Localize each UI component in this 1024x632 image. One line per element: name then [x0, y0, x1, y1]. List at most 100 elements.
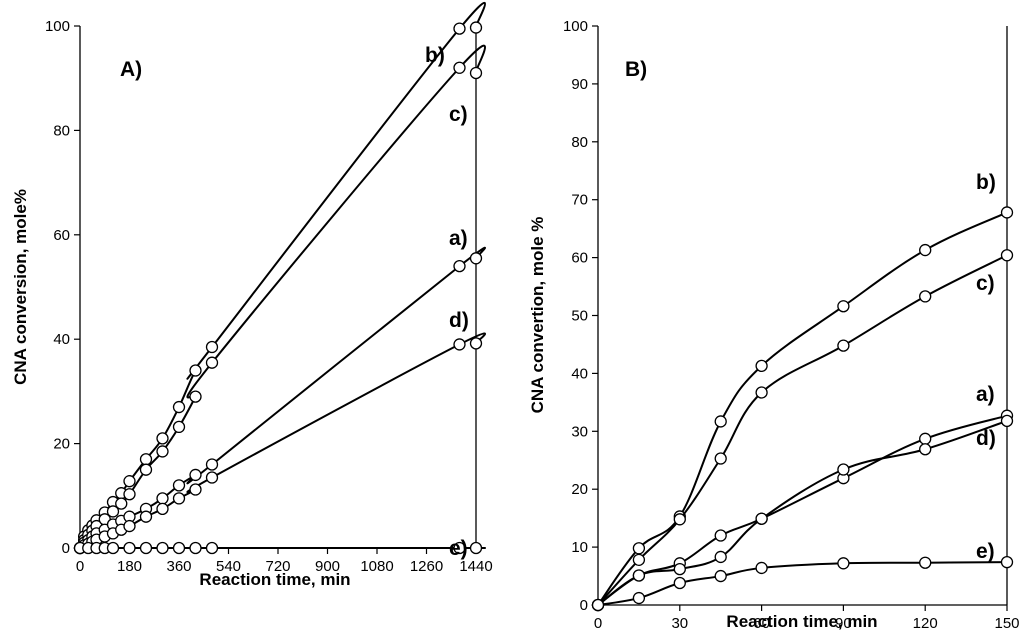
series-label: b) — [976, 171, 996, 194]
data-point — [156, 492, 169, 505]
y-axis-title: CNA convertion, mole % — [528, 217, 547, 414]
series-line — [597, 414, 1008, 606]
x-tick-label: 720 — [265, 558, 290, 575]
x-tick-label: 120 — [913, 615, 938, 632]
y-tick-label: 80 — [53, 122, 70, 139]
y-tick-label: 80 — [571, 134, 588, 151]
series-label: b) — [425, 44, 445, 67]
data-point — [1000, 249, 1014, 262]
data-point — [172, 492, 186, 505]
data-point — [837, 339, 850, 352]
x-tick-label: 150 — [994, 615, 1019, 632]
data-point — [139, 541, 153, 555]
data-point — [837, 557, 850, 570]
data-point — [469, 66, 483, 80]
data-point — [919, 443, 932, 456]
y-tick-label: 0 — [580, 597, 588, 614]
data-point — [156, 541, 169, 555]
data-point — [453, 338, 466, 351]
panel-label: A) — [120, 58, 142, 81]
series-line — [597, 254, 1008, 606]
data-point — [172, 541, 186, 555]
y-tick-label: 100 — [45, 18, 70, 35]
data-point — [591, 598, 605, 612]
data-point — [115, 497, 128, 510]
data-point — [837, 300, 850, 313]
data-point — [205, 356, 219, 369]
series-label: d) — [976, 427, 996, 450]
x-tick-label: 0 — [76, 558, 84, 575]
series-c: c) — [591, 249, 1014, 612]
data-point — [189, 364, 202, 377]
data-point — [632, 569, 646, 582]
series-label: e) — [976, 540, 995, 563]
data-point — [469, 337, 483, 350]
y-tick-label: 40 — [571, 365, 588, 382]
x-axis-title: Reaction time, min — [199, 570, 350, 589]
x-tick-label: 90 — [835, 615, 852, 632]
x-tick-label: 1260 — [410, 558, 443, 575]
data-point — [123, 519, 136, 533]
data-point — [714, 452, 727, 465]
data-point — [469, 541, 483, 555]
x-tick-label: 0 — [594, 615, 602, 632]
x-tick-label: 900 — [315, 558, 340, 575]
data-point — [156, 502, 169, 516]
data-point — [714, 550, 727, 564]
data-point — [139, 453, 153, 466]
x-tick-label: 60 — [753, 615, 770, 632]
data-point — [755, 561, 768, 575]
data-point — [919, 556, 932, 569]
chart-panel-b: 0 10 20 30 40 50 60 70 80 90 100 0 30 60 90 120 150 React… — [528, 18, 1020, 632]
data-point — [1000, 206, 1014, 219]
x-tick-label: 180 — [117, 558, 142, 575]
data-point — [469, 21, 483, 34]
data-point — [172, 420, 186, 434]
data-point — [919, 290, 932, 303]
series-b: b) — [591, 171, 1014, 612]
series-label: c) — [449, 103, 468, 126]
series-c: c) — [73, 44, 487, 555]
series-a: a) — [591, 383, 1014, 612]
data-point — [755, 512, 768, 525]
data-point — [755, 386, 768, 399]
data-point — [139, 463, 153, 476]
data-point — [755, 359, 768, 373]
series-e: e) — [591, 540, 1014, 612]
data-point — [453, 22, 466, 35]
data-point — [156, 432, 169, 445]
data-point — [453, 541, 466, 555]
panel-label: B) — [625, 58, 647, 81]
series-label: c) — [976, 272, 995, 295]
data-point — [205, 340, 219, 354]
data-point — [1000, 556, 1014, 569]
y-tick-label: 100 — [563, 18, 588, 35]
series-line — [79, 246, 486, 549]
data-point — [123, 541, 136, 555]
chart-panel-a: 0 20 40 60 80 100 0 180 360 540 720 900 1080 1260 1440… — [11, 1, 493, 589]
data-point — [453, 61, 466, 74]
data-point — [714, 529, 727, 542]
x-tick-label: 360 — [166, 558, 191, 575]
series-a: a) — [73, 227, 486, 555]
x-tick-label: 30 — [671, 615, 688, 632]
x-tick-label: 1080 — [360, 558, 393, 575]
data-point — [189, 541, 202, 555]
data-point — [714, 415, 727, 428]
data-point — [469, 252, 483, 265]
y-tick-label: 40 — [53, 331, 70, 348]
y-tick-label: 20 — [571, 481, 588, 498]
data-point — [106, 541, 120, 555]
data-point — [189, 390, 202, 403]
data-point — [172, 479, 186, 492]
series-e: e) — [73, 537, 486, 560]
data-point — [189, 468, 202, 482]
data-point — [205, 541, 219, 555]
y-tick-label: 50 — [571, 308, 588, 325]
data-point — [139, 510, 153, 523]
series-b: b) — [73, 1, 487, 555]
data-point — [205, 471, 219, 484]
y-tick-label: 30 — [571, 423, 588, 440]
data-point — [123, 475, 136, 488]
